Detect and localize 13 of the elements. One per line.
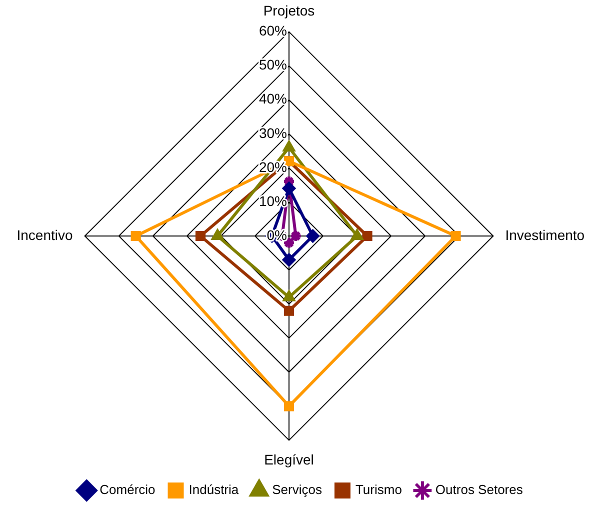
spoke-label: Elegível <box>264 451 314 468</box>
spoke-label: Projetos <box>263 2 315 18</box>
spoke-label: Investimento <box>505 226 585 243</box>
y-tick-label: 60% <box>258 22 287 39</box>
legend-label: Indústria <box>188 482 240 498</box>
legend-label: Turismo <box>355 482 402 498</box>
y-tick-label: 30% <box>258 124 287 141</box>
legend-label: Serviços <box>272 482 322 498</box>
y-tick-label: 40% <box>258 90 287 107</box>
y-tick-label: 50% <box>258 56 287 73</box>
legend-label: Outros Setores <box>435 482 524 498</box>
legend-label: Comércio <box>100 482 156 498</box>
spoke-label: Incentivo <box>16 226 73 243</box>
